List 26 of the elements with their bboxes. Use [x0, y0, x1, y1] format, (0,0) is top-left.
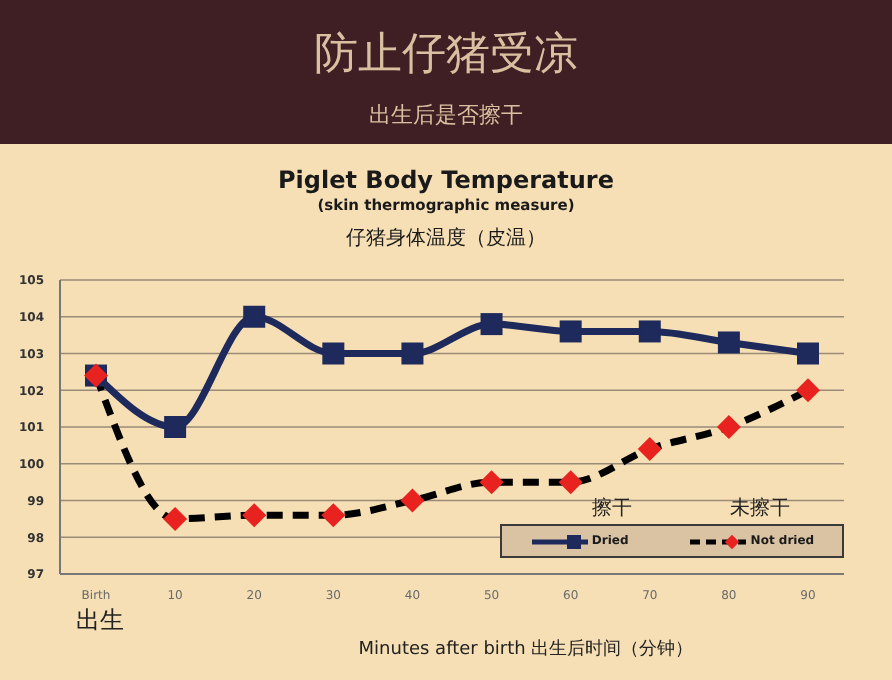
- point: [638, 320, 661, 343]
- point: [401, 342, 424, 365]
- chart-title: 防止仔猪受凉: [312, 28, 580, 84]
- annotation: 擦干: [592, 495, 632, 522]
- text: 仔猪身体温度（皮温）: [344, 225, 548, 252]
- point: [797, 342, 819, 365]
- annotation: 未擦干: [730, 495, 790, 522]
- point: [796, 378, 820, 403]
- point: [163, 506, 188, 531]
- point: [164, 416, 187, 438]
- point: [479, 470, 504, 495]
- point: [243, 305, 266, 328]
- x-axis-title: Minutes after birth 出生后时间（分钟）: [356, 637, 696, 662]
- point: [480, 313, 503, 336]
- text: 出生: [76, 604, 124, 638]
- point: [321, 503, 346, 528]
- point: [400, 488, 425, 513]
- point: [242, 503, 267, 528]
- point: [716, 415, 741, 439]
- chart-subtitle: 出生后是否擦干: [367, 100, 525, 130]
- text: Piglet Body Temperature: [276, 166, 616, 194]
- point: [558, 470, 583, 495]
- point: [717, 331, 740, 354]
- point: [559, 320, 582, 343]
- point: [322, 342, 345, 365]
- point: [637, 437, 662, 462]
